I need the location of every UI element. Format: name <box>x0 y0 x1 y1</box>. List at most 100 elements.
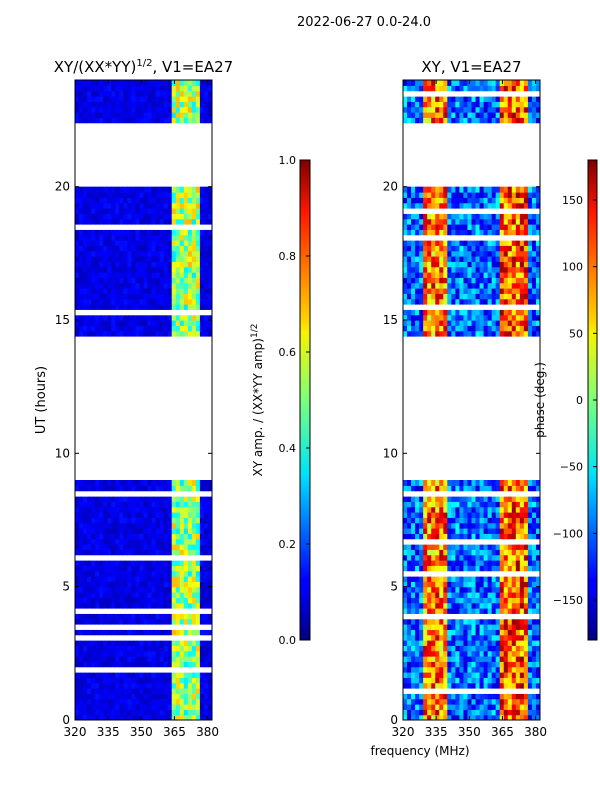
heatmap-cell <box>172 187 177 193</box>
heatmap-cell <box>135 651 140 657</box>
heatmap-cell <box>204 608 209 614</box>
heatmap-cell <box>415 293 420 299</box>
heatmap-cell <box>79 704 84 710</box>
heatmap-cell <box>168 299 173 305</box>
heatmap-cell <box>528 480 533 486</box>
heatmap-cell <box>152 624 157 630</box>
heatmap-cell <box>488 288 493 294</box>
heatmap-cell <box>131 85 136 91</box>
heatmap-cell <box>99 608 104 614</box>
heatmap-cell <box>463 251 468 257</box>
heatmap-cell <box>176 491 181 497</box>
heatmap-cell <box>83 624 88 630</box>
heatmap-cell <box>180 117 185 123</box>
heatmap-cell <box>196 539 201 545</box>
heatmap-cell <box>192 272 197 278</box>
heatmap-cell <box>427 528 432 534</box>
heatmap-cell <box>451 635 456 641</box>
heatmap-cell <box>160 203 165 209</box>
heatmap-cell <box>152 539 157 545</box>
heatmap-cell <box>520 656 525 662</box>
heatmap-cell <box>443 267 448 273</box>
heatmap-cell <box>172 267 177 273</box>
heatmap-cell <box>115 293 120 299</box>
heatmap-cell <box>119 277 124 283</box>
heatmap-cell <box>152 661 157 667</box>
heatmap-cell <box>431 293 436 299</box>
heatmap-cell <box>415 528 420 534</box>
heatmap-cell <box>148 672 153 678</box>
heatmap-cell <box>176 613 181 619</box>
heatmap-cell <box>139 325 144 331</box>
heatmap-cell <box>111 267 116 273</box>
heatmap-cell <box>95 688 100 694</box>
heatmap-cell <box>443 496 448 502</box>
heatmap-cell <box>176 523 181 529</box>
heatmap-cell <box>512 523 517 529</box>
heatmap-cell <box>516 677 521 683</box>
heatmap-cell <box>79 117 84 123</box>
heatmap-cell <box>459 677 464 683</box>
heatmap-cell <box>492 640 497 646</box>
heatmap-cell <box>520 299 525 305</box>
heatmap-cell <box>532 565 537 571</box>
heatmap-cell <box>463 565 468 571</box>
heatmap-cell <box>115 549 120 555</box>
heatmap-cell <box>508 560 513 566</box>
heatmap-cell <box>144 704 149 710</box>
heatmap-cell <box>528 331 533 337</box>
heatmap-cell <box>188 539 193 545</box>
heatmap-cell <box>492 528 497 534</box>
heatmap-cell <box>196 304 201 310</box>
heatmap-cell <box>139 283 144 289</box>
heatmap-cell <box>500 491 505 497</box>
heatmap-cell <box>472 592 477 598</box>
heatmap-cell <box>131 309 136 315</box>
heatmap-cell <box>127 581 132 587</box>
heatmap-cell <box>496 597 501 603</box>
heatmap-cell <box>459 693 464 699</box>
heatmap-cell <box>188 501 193 507</box>
heatmap-cell <box>451 304 456 310</box>
heatmap-cell <box>99 496 104 502</box>
heatmap-cell <box>508 320 513 326</box>
heatmap-cell <box>484 299 489 305</box>
heatmap-cell <box>484 528 489 534</box>
heatmap-cell <box>528 283 533 289</box>
heatmap-cell <box>107 309 112 315</box>
heatmap-cell <box>427 693 432 699</box>
heatmap-cell <box>472 528 477 534</box>
heatmap-cell <box>168 619 173 625</box>
heatmap-cell <box>152 683 157 689</box>
heatmap-cell <box>144 272 149 278</box>
heatmap-cell <box>476 640 481 646</box>
heatmap-cell <box>504 480 509 486</box>
heatmap-cell <box>152 299 157 305</box>
heatmap-cell <box>403 507 408 513</box>
heatmap-cell <box>411 245 416 251</box>
heatmap-cell <box>87 533 92 539</box>
heatmap-cell <box>204 603 209 609</box>
heatmap-cell <box>504 704 509 710</box>
heatmap-cell <box>476 528 481 534</box>
heatmap-cell <box>139 208 144 214</box>
heatmap-cell <box>431 624 436 630</box>
heatmap-cell <box>95 277 100 283</box>
heatmap-cell <box>415 251 420 257</box>
heatmap-cell <box>411 288 416 294</box>
heatmap-cell <box>403 645 408 651</box>
heatmap-cell <box>192 320 197 326</box>
heatmap-cell <box>427 592 432 598</box>
heatmap-cell <box>103 677 108 683</box>
heatmap-cell <box>103 251 108 257</box>
heatmap-cell <box>512 640 517 646</box>
heatmap-cell <box>407 229 412 235</box>
heatmap-cell <box>508 245 513 251</box>
heatmap-cell <box>87 677 92 683</box>
heatmap-cell <box>172 261 177 267</box>
heatmap-cell <box>135 709 140 715</box>
heatmap-cell <box>164 613 169 619</box>
heatmap-cell <box>512 677 517 683</box>
heatmap-cell <box>180 677 185 683</box>
heatmap-cell <box>188 219 193 225</box>
